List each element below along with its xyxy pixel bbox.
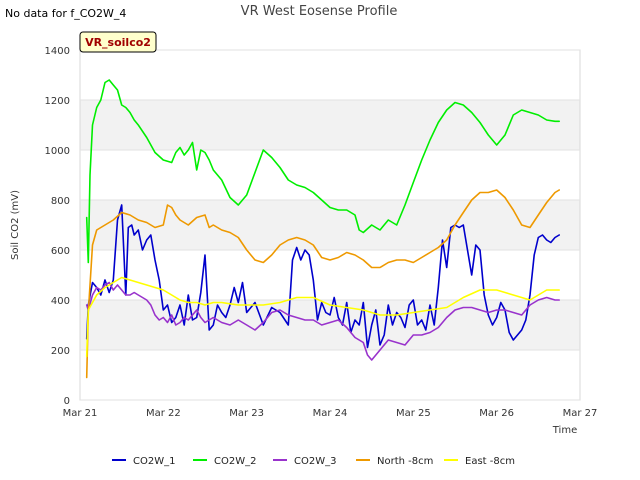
y-axis-label: Soil CO2 (mV): [10, 190, 21, 260]
series-line-co2w-3: [85, 281, 561, 361]
y-tick-label: 600: [51, 246, 70, 257]
x-tick-label: Mar 21: [63, 408, 98, 419]
legend-label: North -8cm: [377, 456, 433, 467]
chart-title: VR West Eosense Profile: [241, 4, 398, 19]
legend-label: East -8cm: [465, 456, 515, 467]
y-tick-label: 200: [51, 346, 70, 357]
y-tick-label: 0: [64, 396, 70, 407]
legend-item: CO2W_2: [193, 456, 256, 467]
legend: CO2W_1 CO2W_2 CO2W_3 North -8cm East -8cm: [112, 456, 515, 467]
no-data-note: No data for f_CO2W_4: [5, 7, 126, 20]
series-line-co2w-1: [85, 204, 561, 349]
x-tick-label: Mar 23: [229, 408, 264, 419]
legend-label: CO2W_3: [294, 456, 336, 467]
x-tick-labels: Mar 21 Mar 22 Mar 23 Mar 24 Mar 25 Mar 26 Mar …: [63, 408, 598, 419]
y-tick-label: 800: [51, 196, 70, 207]
background-band: [80, 100, 580, 150]
legend-label: CO2W_1: [133, 456, 175, 467]
y-tick-label: 400: [51, 296, 70, 307]
series-line-east-8cm: [85, 276, 561, 358]
series-line-co2w-2: [85, 79, 561, 264]
x-axis-label: Time: [552, 425, 577, 436]
x-tick-label: Mar 27: [563, 408, 598, 419]
legend-item: East -8cm: [444, 456, 515, 467]
gridlines: [80, 49, 580, 401]
site-badge-label: VR_soilco2: [85, 36, 151, 49]
x-tick-label: Mar 24: [313, 408, 348, 419]
site-badge: VR_soilco2: [79, 31, 157, 53]
x-tick-label: Mar 25: [396, 408, 431, 419]
legend-item: CO2W_1: [112, 456, 175, 467]
series-lines: [85, 79, 561, 379]
y-tick-label: 1000: [45, 146, 70, 157]
legend-label: CO2W_2: [214, 456, 256, 467]
x-tick-label: Mar 26: [479, 408, 514, 419]
y-tick-label: 1200: [45, 96, 70, 107]
legend-item: CO2W_3: [273, 456, 336, 467]
x-tick-label: Mar 22: [146, 408, 181, 419]
y-tick-labels: 0 200 400 600 800 1000 1200 1400: [45, 46, 70, 407]
background-band: [80, 300, 580, 350]
site-badge-box: [79, 31, 157, 53]
series-line-north-8cm: [85, 189, 561, 379]
y-tick-label: 1400: [45, 46, 70, 57]
legend-item: North -8cm: [356, 456, 433, 467]
